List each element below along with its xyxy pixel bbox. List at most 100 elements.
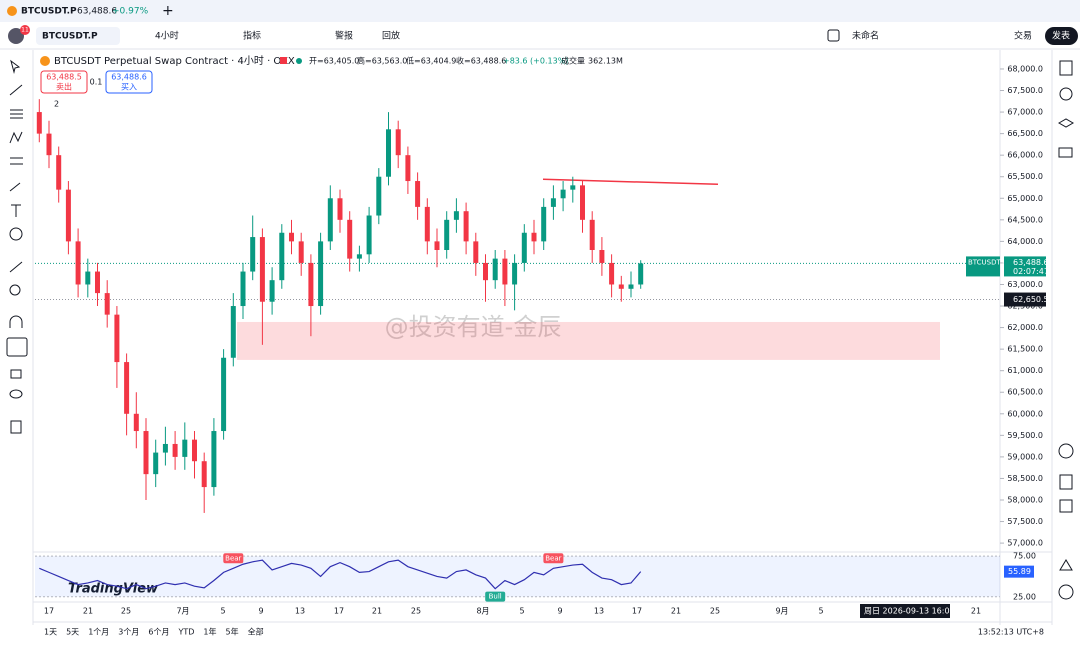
y-tick-label: 61,000.0 — [1007, 366, 1043, 375]
candle-body — [201, 461, 207, 488]
tab-title[interactable]: BTCUSDT.P — [21, 7, 77, 17]
range-button[interactable]: 5年 — [226, 627, 239, 637]
indicator-tag — [1004, 565, 1034, 578]
candle-body — [618, 284, 624, 289]
sell-label[interactable]: 卖出 — [56, 82, 72, 92]
candle-body — [104, 293, 110, 315]
candle-body — [289, 232, 294, 242]
range-button[interactable]: 1天 — [44, 628, 57, 637]
flag — [280, 57, 287, 64]
y-tick-label: 66,000.0 — [1007, 151, 1043, 160]
y-tick-label: 65,500.0 — [1007, 172, 1043, 181]
candle-body — [250, 237, 256, 272]
y-tick-label: 67,500.0 — [1007, 86, 1043, 95]
trade[interactable]: 交易 — [1014, 30, 1032, 42]
layout-icon[interactable] — [827, 29, 840, 42]
candle-body — [483, 262, 488, 281]
signal-marker — [543, 553, 564, 564]
range-button[interactable]: 1年 — [203, 627, 216, 637]
y-tick-label: 58,500.0 — [1007, 474, 1043, 483]
replay[interactable]: 回放 — [382, 30, 400, 42]
y-tick-label: 64,000.0 — [1007, 237, 1043, 246]
candle-body — [308, 262, 314, 307]
candle-body — [473, 241, 479, 263]
x-tick-label: 21 — [971, 607, 981, 616]
publish[interactable]: 发表 — [1052, 30, 1070, 42]
sidebar-icons[interactable] — [1057, 60, 1075, 600]
toolbar — [0, 22, 1080, 49]
range-button[interactable]: 1个月 — [88, 628, 109, 637]
avatar[interactable] — [8, 28, 24, 44]
new-tab[interactable]: + — [162, 3, 174, 19]
x-tick-label: 7月 — [176, 607, 189, 616]
publish-button[interactable] — [1045, 27, 1078, 45]
candle-body — [65, 189, 71, 242]
y-tick-label: 67,000.0 — [1007, 108, 1043, 117]
x-tick-label: 21 — [372, 607, 382, 616]
y-tick-label: 57,000.0 — [1007, 539, 1043, 548]
crosshair-value: 62,650.5 — [1013, 295, 1049, 304]
signal-marker — [485, 591, 506, 602]
candle-body — [162, 443, 168, 453]
signal-label: Bear — [225, 554, 241, 562]
range-button[interactable]: 3个月 — [118, 628, 139, 637]
candle-body — [269, 280, 275, 302]
candle-body — [337, 198, 343, 220]
y-tick-label: 60,500.0 — [1007, 388, 1043, 397]
candle-body — [356, 254, 362, 259]
x-tick-label: 21 — [83, 607, 93, 616]
x-tick-label: 9 — [557, 607, 562, 616]
candle-body — [444, 219, 450, 250]
indicators[interactable]: 指标 — [243, 30, 261, 42]
y-tick-label: 63,000.0 — [1007, 280, 1043, 289]
legend-item: +83.6 (+0.13%) — [503, 57, 568, 66]
candle-body — [327, 198, 333, 242]
candle-body — [531, 232, 537, 242]
candle-body — [638, 263, 644, 285]
interval[interactable]: 4小时 — [155, 30, 179, 42]
y-tick-label: 65,000.0 — [1007, 194, 1043, 203]
candle-body — [599, 250, 605, 263]
y-tick-label: 57,500.0 — [1007, 517, 1043, 526]
buy-button[interactable] — [105, 70, 153, 94]
sell-button[interactable] — [40, 70, 88, 94]
x-tick-label: 25 — [710, 607, 720, 616]
alert[interactable]: 警报 — [335, 30, 353, 42]
x-tick-label: 25 — [411, 607, 421, 616]
candle-body — [512, 262, 518, 285]
range-button[interactable]: 6个月 — [148, 628, 169, 637]
candle-body — [240, 271, 246, 307]
candle-body — [279, 232, 285, 281]
layout-name[interactable]: 未命名 — [852, 30, 879, 42]
candle-body — [153, 452, 159, 475]
candle-body — [386, 129, 391, 177]
range-button[interactable]: 5天 — [66, 628, 79, 637]
x-tick-label: 8月 — [476, 607, 489, 616]
support-zone — [237, 321, 940, 360]
candle-body — [56, 155, 62, 190]
candle-body — [580, 185, 585, 220]
symbol[interactable]: BTCUSDT.P — [42, 32, 98, 42]
right-sidebar — [1052, 50, 1080, 625]
candle-body — [560, 189, 566, 199]
buy-price[interactable]: 63,488.6 — [111, 73, 147, 82]
y-tick-label: 61,500.0 — [1007, 345, 1043, 354]
tab-price: 63,488.6 — [77, 7, 117, 17]
indicator-band — [35, 556, 1000, 597]
candle-body — [347, 219, 353, 259]
clock: 13:52:13 UTC+8 — [978, 628, 1044, 637]
legend-item: 高=63,563.0 — [357, 56, 407, 66]
sell-price[interactable]: 63,488.5 — [46, 73, 82, 82]
signal-marker — [223, 553, 244, 564]
drawing-tools[interactable] — [6, 59, 28, 434]
x-tick-label: 13 — [594, 607, 604, 616]
symbol-box[interactable] — [36, 27, 120, 45]
range-button[interactable]: 全部 — [248, 627, 264, 637]
candle-body — [395, 129, 401, 156]
indicator-line — [39, 559, 642, 590]
y-tick-label: 75.00 — [1013, 552, 1036, 561]
title-bar — [0, 0, 1080, 22]
buy-label[interactable]: 买入 — [121, 83, 137, 92]
range-button[interactable]: YTD — [177, 628, 194, 637]
candle-body — [95, 271, 100, 294]
